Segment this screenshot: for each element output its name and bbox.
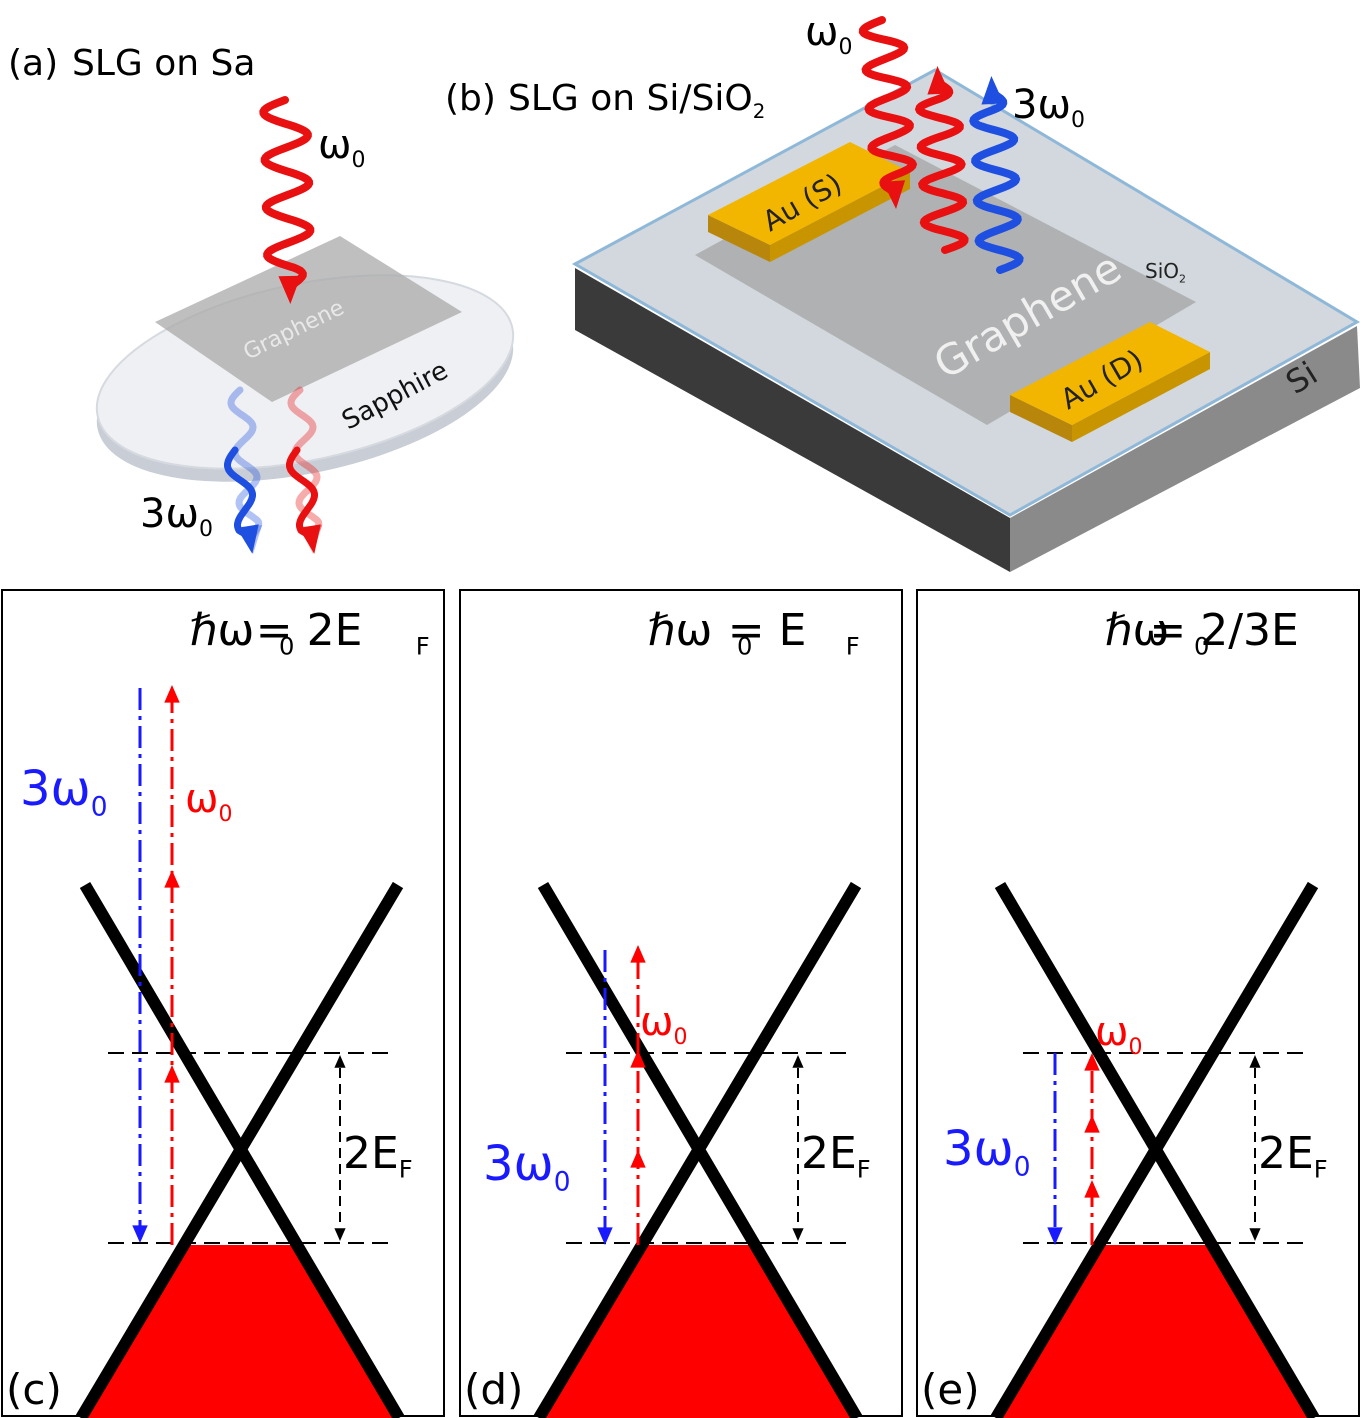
label: 2EF [801, 1128, 871, 1184]
arrow-head [1084, 1180, 1099, 1198]
subscript: 2 [753, 100, 766, 123]
figure: (a)SLG on Saω03ω0GrapheneSapphire(b)SLG … [0, 0, 1368, 1418]
arrow-head [164, 870, 179, 888]
arrow-head [164, 685, 179, 703]
text-part: (b) [445, 78, 496, 119]
text-part: SiO [1145, 259, 1179, 283]
arrow-head [981, 76, 1003, 104]
subscript: 0 [1014, 1152, 1031, 1183]
text-part: 2E [801, 1128, 857, 1179]
arrow-head [299, 524, 321, 553]
label: 3ω0 [20, 761, 108, 823]
label: 3ω0 [483, 1136, 571, 1198]
subscript: F [857, 1156, 871, 1184]
text-part: 3ω [20, 761, 91, 817]
text-part: 3ω [943, 1121, 1014, 1177]
label: SLG on Si/SiO2 [508, 78, 765, 123]
subscript: 0 [839, 35, 853, 60]
text-part: 3ω [483, 1136, 554, 1192]
arrow-head [630, 1150, 645, 1168]
label: 3ω0 [943, 1121, 1031, 1183]
subscript: 0 [199, 517, 213, 542]
subscript: 0 [1071, 108, 1085, 133]
text-part: 2E [1258, 1128, 1314, 1179]
subscript: 0 [674, 1025, 688, 1050]
text-part: = E [714, 605, 807, 656]
subscript: 0 [219, 802, 233, 827]
label: (b) [445, 78, 496, 119]
label: 3ω0 [140, 491, 213, 542]
subscript: 2 [1179, 272, 1186, 285]
arrow-head [334, 1055, 345, 1068]
label: ω0 [318, 122, 366, 173]
text-part: ω [185, 776, 219, 822]
subscript: F [846, 633, 860, 661]
panel-label: (d) [464, 1365, 523, 1414]
subscript: 0 [1129, 1035, 1143, 1060]
arrow-head [630, 945, 645, 963]
arrow-head [1249, 1055, 1260, 1068]
text-part: SLG on Si/SiO [508, 78, 753, 119]
text-part: ω [1095, 1009, 1129, 1055]
text-part: (d) [464, 1365, 523, 1414]
text-part: SLG on Sa [72, 43, 255, 84]
label: 3ω0 [1012, 82, 1085, 133]
arrow-head [334, 1228, 345, 1241]
arrow-head [792, 1055, 803, 1068]
label: ω0 [805, 9, 853, 60]
subscript: 0 [554, 1167, 571, 1198]
subscript: F [399, 1156, 413, 1184]
text-part: = 2/3E [1135, 605, 1298, 656]
label: ω0 [640, 999, 688, 1050]
text-part: 3ω [1012, 82, 1071, 128]
text-part: ℏω [648, 605, 713, 656]
text-part: (c) [6, 1365, 62, 1414]
text-part: ω [805, 9, 839, 55]
arrow-head [792, 1228, 803, 1241]
panel-label: (e) [921, 1365, 980, 1414]
subscript: 0 [352, 148, 366, 173]
arrow-head [132, 1225, 147, 1243]
text-part: = 2E [242, 605, 363, 656]
label: ω0 [185, 776, 233, 827]
label: SLG on Sa [72, 43, 255, 84]
text-part: (a) [8, 43, 58, 84]
label: 2EF [1258, 1128, 1328, 1184]
arrow-head [237, 524, 259, 553]
text-part: (e) [921, 1365, 980, 1414]
text-part: 3ω [140, 491, 199, 537]
arrow-head [1249, 1228, 1260, 1241]
subscript: F [1314, 1156, 1328, 1184]
label: (a) [8, 43, 58, 84]
text-part: ω [640, 999, 674, 1045]
subscript: 0 [91, 792, 108, 823]
label: ω0 [1095, 1009, 1143, 1060]
text-part: 2E [343, 1128, 399, 1179]
panel-title: ℏω0 = 2/3EF [1105, 605, 1368, 661]
panel-label: (c) [6, 1365, 62, 1414]
text-part: ω [318, 122, 352, 168]
label: 2EF [343, 1128, 413, 1184]
arrow-head [1084, 1115, 1099, 1133]
subscript: F [416, 633, 430, 661]
arrow-head [164, 1065, 179, 1083]
